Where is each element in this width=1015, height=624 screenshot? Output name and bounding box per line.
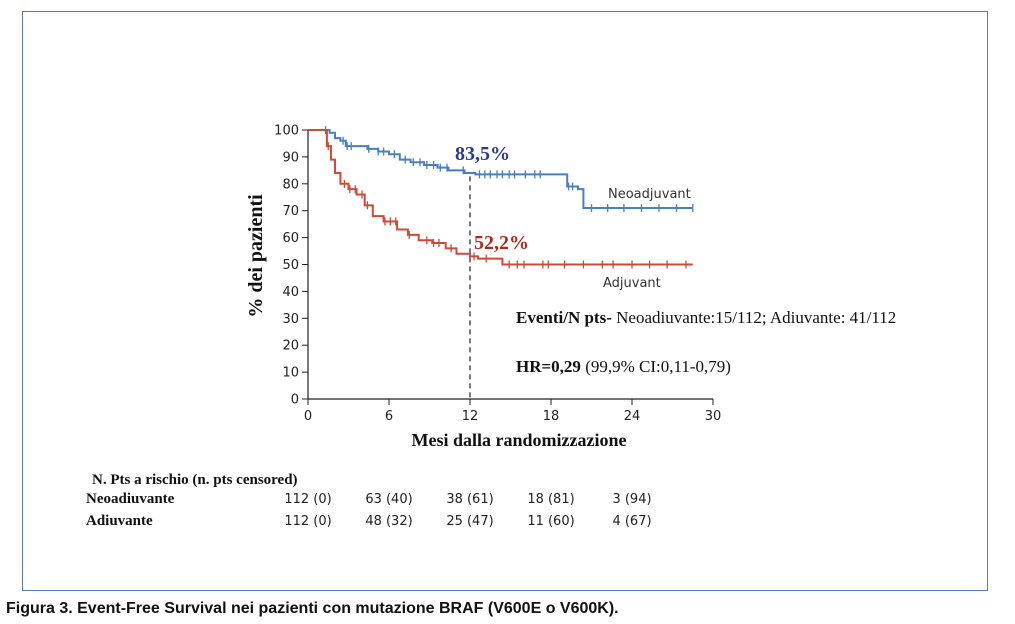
- y-tick-label: 50: [282, 258, 299, 273]
- y-tick-label: 100: [274, 124, 299, 139]
- neoadjuvant-percent-label: 83,5%: [455, 143, 510, 165]
- events-annotation-bold: Eventi/N pts-: [516, 308, 612, 327]
- y-tick-label: 20: [282, 339, 299, 354]
- risk-table-cell: 25 (47): [446, 514, 493, 529]
- risk-table-cell: 112 (0): [284, 514, 331, 529]
- x-tick-label: 30: [705, 409, 722, 424]
- y-tick-label: 60: [282, 231, 299, 246]
- figure-caption: Figura 3. Event-Free Survival nei pazien…: [6, 600, 619, 617]
- hr-annotation: HR=0,29 (99,9% CI:0,11-0,79): [516, 357, 731, 376]
- risk-table-cell: 38 (61): [446, 492, 493, 507]
- x-axis-label: Mesi dalla randomizzazione: [412, 430, 627, 450]
- y-tick-label: 90: [282, 150, 299, 165]
- events-annotation: Eventi/N pts- Neoadiuvante:15/112; Adiuv…: [516, 308, 896, 327]
- y-tick-label: 70: [282, 204, 299, 219]
- risk-table-cell: 112 (0): [284, 492, 331, 507]
- x-tick-label: 12: [462, 409, 479, 424]
- y-tick-label: 40: [282, 285, 299, 300]
- x-tick-label: 18: [543, 409, 560, 424]
- neoadjuvant-curve: [308, 129, 693, 210]
- x-tick-label: 6: [385, 409, 393, 424]
- adjuvant-series-label: Adjuvant: [603, 276, 661, 291]
- y-tick-label: 10: [282, 366, 299, 381]
- risk-table-cell: 18 (81): [527, 492, 574, 507]
- risk-table-cell: 63 (40): [365, 492, 412, 507]
- y-tick-label: 0: [291, 393, 299, 408]
- events-annotation-text: Neoadiuvante:15/112; Adiuvante: 41/112: [612, 308, 896, 327]
- y-tick-label: 80: [282, 177, 299, 192]
- risk-row-neoadjuvant-name: Neoadiuvante: [86, 491, 175, 507]
- figure-frame: [22, 11, 988, 591]
- risk-table-title: N. Pts a rischio (n. pts censored): [92, 472, 298, 488]
- hr-annotation-text: (99,9% CI:0,11-0,79): [581, 357, 731, 376]
- neoadjuvant-series-label: Neoadjuvant: [608, 187, 691, 202]
- adjuvant-percent-label: 52,2%: [474, 232, 529, 254]
- risk-table-cell: 3 (94): [612, 492, 651, 507]
- risk-table-cell: 11 (60): [527, 514, 574, 529]
- hr-annotation-bold: HR=0,29: [516, 357, 581, 376]
- x-tick-label: 24: [624, 409, 641, 424]
- risk-table-cell: 4 (67): [612, 514, 651, 529]
- risk-row-adjuvant-name: Adiuvante: [86, 513, 153, 529]
- x-tick-label: 0: [304, 409, 312, 424]
- y-axis-label: % dei pazienti: [245, 194, 267, 318]
- y-tick-label: 30: [282, 312, 299, 327]
- risk-table-cell: 48 (32): [365, 514, 412, 529]
